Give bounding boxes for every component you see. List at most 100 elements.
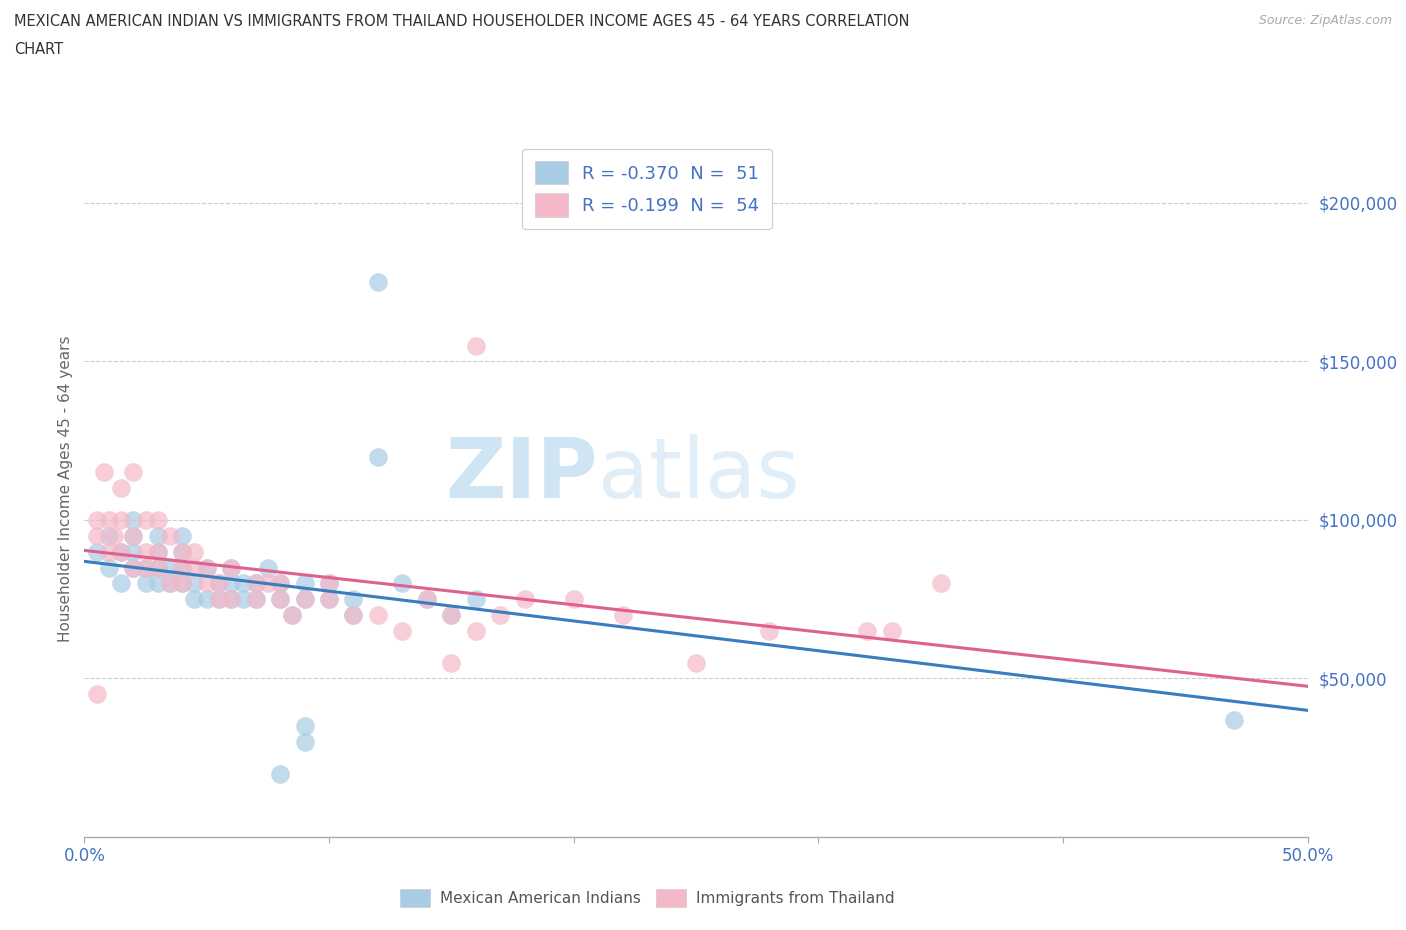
Point — [122, 512, 145, 527]
Text: CHART: CHART — [14, 42, 63, 57]
Point — [159, 528, 181, 543]
Point — [86, 544, 108, 559]
Point — [929, 576, 952, 591]
Point — [219, 560, 242, 575]
Point — [245, 591, 267, 606]
Point — [367, 449, 389, 464]
Point — [97, 528, 120, 543]
Point — [269, 591, 291, 606]
Point — [135, 512, 157, 527]
Point — [758, 623, 780, 638]
Point — [318, 576, 340, 591]
Point — [464, 339, 486, 353]
Point — [97, 544, 120, 559]
Point — [318, 591, 340, 606]
Point — [86, 687, 108, 702]
Point — [195, 576, 218, 591]
Point — [294, 591, 316, 606]
Point — [86, 528, 108, 543]
Point — [172, 544, 194, 559]
Point — [294, 719, 316, 734]
Point — [342, 607, 364, 622]
Point — [110, 512, 132, 527]
Point — [146, 560, 169, 575]
Legend: Mexican American Indians, Immigrants from Thailand: Mexican American Indians, Immigrants fro… — [394, 884, 900, 913]
Point — [416, 591, 439, 606]
Point — [110, 481, 132, 496]
Point — [245, 591, 267, 606]
Point — [257, 560, 280, 575]
Point — [159, 576, 181, 591]
Point — [294, 576, 316, 591]
Point — [195, 560, 218, 575]
Point — [159, 560, 181, 575]
Point — [110, 576, 132, 591]
Point — [269, 576, 291, 591]
Text: Source: ZipAtlas.com: Source: ZipAtlas.com — [1258, 14, 1392, 27]
Point — [172, 544, 194, 559]
Point — [219, 591, 242, 606]
Point — [135, 560, 157, 575]
Point — [135, 560, 157, 575]
Text: atlas: atlas — [598, 433, 800, 515]
Point — [856, 623, 879, 638]
Point — [122, 528, 145, 543]
Point — [232, 576, 254, 591]
Point — [183, 544, 205, 559]
Point — [1223, 712, 1246, 727]
Point — [146, 512, 169, 527]
Point — [269, 766, 291, 781]
Text: ZIP: ZIP — [446, 433, 598, 515]
Point — [232, 591, 254, 606]
Point — [464, 591, 486, 606]
Point — [269, 591, 291, 606]
Point — [122, 544, 145, 559]
Point — [183, 591, 205, 606]
Point — [257, 576, 280, 591]
Point — [183, 576, 205, 591]
Point — [294, 735, 316, 750]
Point — [342, 607, 364, 622]
Point — [122, 560, 145, 575]
Point — [146, 528, 169, 543]
Point — [489, 607, 512, 622]
Point — [146, 560, 169, 575]
Point — [122, 528, 145, 543]
Point — [318, 591, 340, 606]
Point — [219, 576, 242, 591]
Point — [367, 274, 389, 289]
Point — [281, 607, 304, 622]
Point — [513, 591, 536, 606]
Point — [208, 576, 231, 591]
Point — [172, 560, 194, 575]
Point — [391, 576, 413, 591]
Point — [172, 528, 194, 543]
Point — [391, 623, 413, 638]
Point — [367, 607, 389, 622]
Point — [219, 560, 242, 575]
Y-axis label: Householder Income Ages 45 - 64 years: Householder Income Ages 45 - 64 years — [58, 335, 73, 642]
Point — [172, 576, 194, 591]
Point — [245, 576, 267, 591]
Point — [146, 544, 169, 559]
Point — [183, 560, 205, 575]
Point — [172, 576, 194, 591]
Point — [208, 591, 231, 606]
Point — [159, 576, 181, 591]
Point — [342, 591, 364, 606]
Point — [464, 623, 486, 638]
Point — [135, 544, 157, 559]
Point — [135, 576, 157, 591]
Point — [318, 576, 340, 591]
Text: MEXICAN AMERICAN INDIAN VS IMMIGRANTS FROM THAILAND HOUSEHOLDER INCOME AGES 45 -: MEXICAN AMERICAN INDIAN VS IMMIGRANTS FR… — [14, 14, 910, 29]
Point — [440, 655, 463, 670]
Point — [562, 591, 585, 606]
Point — [416, 591, 439, 606]
Point — [172, 560, 194, 575]
Point — [97, 512, 120, 527]
Point — [219, 591, 242, 606]
Point — [281, 607, 304, 622]
Point — [269, 576, 291, 591]
Point — [195, 560, 218, 575]
Point — [195, 591, 218, 606]
